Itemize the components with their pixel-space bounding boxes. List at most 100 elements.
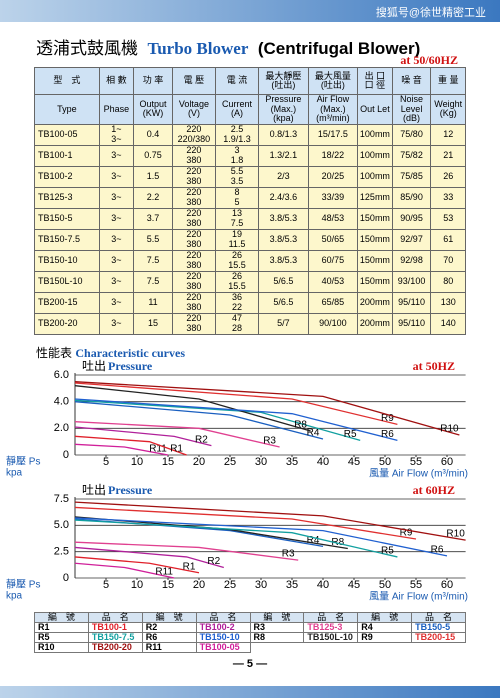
cell: 3.7 bbox=[133, 207, 173, 230]
curve-label: R9 bbox=[400, 528, 413, 539]
title-en: Turbo Blower bbox=[147, 39, 249, 58]
heading-en: Characteristic curves bbox=[75, 346, 185, 360]
legend-header-cell: 品 名 bbox=[411, 612, 466, 623]
curve-label: R2 bbox=[207, 556, 220, 567]
cell: 3~ bbox=[98, 291, 135, 314]
page-number: — 5 — bbox=[232, 658, 268, 670]
curve-label: R4 bbox=[307, 535, 320, 546]
cell: 75/85 bbox=[391, 165, 432, 188]
cell: 33/39 bbox=[307, 186, 359, 209]
x-tick-label: 50 bbox=[379, 579, 391, 591]
y-tick-label: 2.5 bbox=[54, 546, 69, 558]
curve bbox=[74, 556, 200, 574]
y-label: 靜壓 Ps bbox=[6, 578, 40, 591]
header-cell: Noise Level (dB) bbox=[391, 94, 432, 125]
title: 透浦式鼓風機 Turbo Blower (Centrifugal Blower) bbox=[36, 34, 420, 59]
data-row: TB125-3 3~ 2.2 220 380 8 5 2.4/3.6 33/39 125mm 8… bbox=[34, 186, 466, 209]
y-unit: kpa bbox=[6, 468, 23, 479]
cell: 220 380 bbox=[171, 270, 216, 293]
cell: 92/98 bbox=[391, 249, 432, 272]
legend-code: R6 bbox=[141, 632, 197, 643]
x-tick-label: 15 bbox=[162, 456, 174, 468]
cell: 125mm bbox=[357, 186, 393, 209]
legend-header-cell: 編 號 bbox=[141, 612, 197, 623]
curve bbox=[74, 426, 212, 447]
cell: 3~ bbox=[98, 249, 135, 272]
header-cell: 最大風量 (吐出) bbox=[307, 67, 359, 95]
y-tick-label: 7.5 bbox=[54, 493, 69, 505]
cell: 3 1.8 bbox=[214, 144, 260, 167]
curve bbox=[74, 385, 311, 432]
cell: TB150-7.5 bbox=[34, 228, 100, 251]
x-tick-label: 35 bbox=[286, 456, 298, 468]
x-tick-label: 45 bbox=[348, 579, 360, 591]
curve-label: R3 bbox=[263, 436, 276, 447]
cell: 8 5 bbox=[214, 186, 260, 209]
curve bbox=[74, 399, 361, 441]
curve-label: R6 bbox=[431, 545, 444, 556]
x-tick-label: 60 bbox=[441, 579, 453, 591]
cell: 130 bbox=[430, 291, 466, 314]
curve-label: R2 bbox=[195, 434, 208, 445]
legend-name: TB150L-10 bbox=[303, 632, 359, 643]
cell: TB100-1 bbox=[34, 144, 100, 167]
subtitle-cn: 吐出 bbox=[82, 359, 106, 373]
legend-row: R1 TB100-1 R2 TB100-2 R3 TB125-3 R4 TB150-5 bbox=[34, 622, 466, 633]
curve bbox=[74, 382, 398, 425]
cell: 220 380 bbox=[171, 144, 216, 167]
cell: 90/100 bbox=[307, 312, 359, 335]
cell: 26 15.5 bbox=[214, 270, 260, 293]
cell: TB100-2 bbox=[34, 165, 100, 188]
x-tick-label: 30 bbox=[255, 579, 267, 591]
x-tick-label: 15 bbox=[162, 579, 174, 591]
curve-label: R10 bbox=[446, 529, 465, 540]
header-cell: Pressure (Max.) (kpa) bbox=[258, 94, 309, 125]
cell: 0.4 bbox=[133, 123, 173, 146]
header-cell: 型 式 bbox=[34, 67, 100, 95]
y-tick-label: 0 bbox=[63, 449, 69, 461]
legend-row: R5 TB150-7.5 R6 TB150-10 R8 TB150L-10 R9 TB200-… bbox=[34, 632, 466, 643]
legend-header-cell: 品 名 bbox=[87, 612, 143, 623]
cell: TB125-3 bbox=[34, 186, 100, 209]
curve bbox=[74, 443, 169, 456]
bottom-bar bbox=[0, 686, 500, 698]
header-cell: 電 壓 bbox=[171, 67, 216, 95]
x-label: 風量 Air Flow (m³/min) bbox=[369, 468, 468, 480]
cell: 150mm bbox=[357, 249, 393, 272]
cell: 100mm bbox=[357, 165, 393, 188]
cell: 1.5 bbox=[133, 165, 173, 188]
chart-50hz: 吐出 Pressure at 50HZ 0 2.0 4.0 6.0 5 10 15 20 25 30 35… bbox=[6, 359, 468, 480]
cell: TB200-15 bbox=[34, 291, 100, 314]
legend-code: R5 bbox=[34, 632, 89, 643]
y-tick-label: 4.0 bbox=[54, 396, 69, 408]
x-tick-label: 60 bbox=[441, 456, 453, 468]
legend-header-cell: 編 號 bbox=[357, 612, 413, 623]
curve bbox=[74, 401, 324, 440]
header-cell: Out Let bbox=[357, 94, 393, 125]
curve-label: R11 bbox=[155, 567, 173, 578]
cell: 61 bbox=[430, 228, 466, 251]
data-row: TB100-05 1~ 3~ 0.4 220 220/380 2.5 1.9/1.3 0.… bbox=[34, 123, 466, 146]
curve bbox=[74, 517, 448, 557]
cell: TB150-10 bbox=[34, 249, 100, 272]
curve-label: R1 bbox=[183, 561, 196, 572]
curve bbox=[74, 501, 466, 541]
cell: 150mm bbox=[357, 207, 393, 230]
cell: 7.5 bbox=[133, 270, 173, 293]
heading-cn: 性能表 bbox=[36, 346, 73, 360]
cell: 220 380 bbox=[171, 207, 216, 230]
cell: 85/90 bbox=[391, 186, 432, 209]
curve bbox=[74, 546, 224, 569]
cell: 13 7.5 bbox=[214, 207, 260, 230]
cell: 47 28 bbox=[214, 312, 260, 335]
cell: 200mm bbox=[357, 291, 393, 314]
cell: 100mm bbox=[357, 123, 393, 146]
cell: 11 bbox=[133, 291, 173, 314]
cell: 20/25 bbox=[307, 165, 359, 188]
cell: TB150L-10 bbox=[34, 270, 100, 293]
cell: 95/110 bbox=[391, 312, 432, 335]
cell: 220 380 bbox=[171, 312, 216, 335]
cell: 15 bbox=[133, 312, 173, 335]
x-tick-label: 5 bbox=[103, 579, 109, 591]
x-tick-label: 35 bbox=[286, 579, 298, 591]
